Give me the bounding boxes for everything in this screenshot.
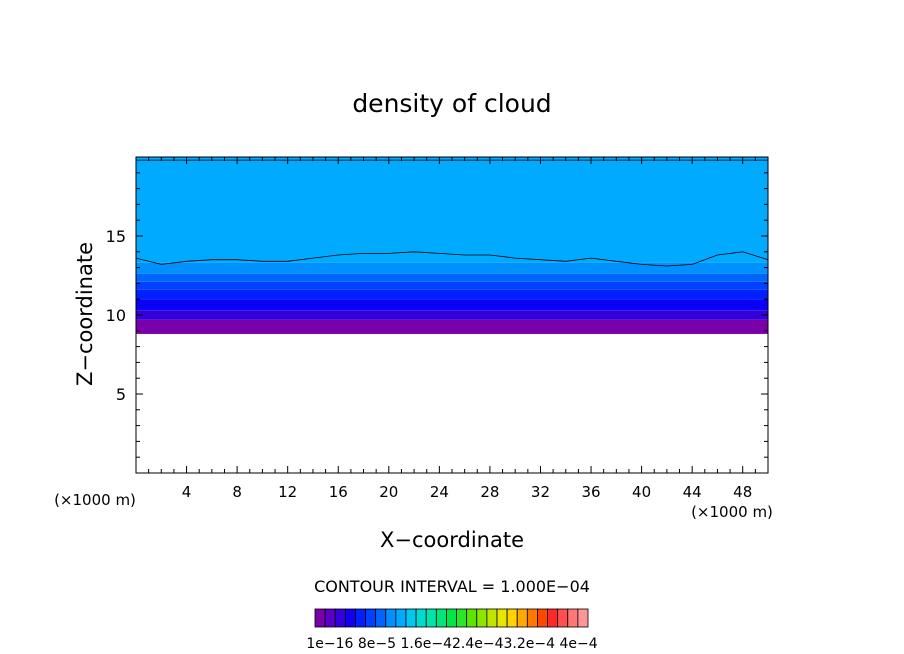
x-tick-label: 4 — [182, 483, 192, 501]
colorbar-swatch — [557, 608, 569, 628]
colorbar-swatch — [314, 608, 326, 628]
colorbar-labels: 1e−16 8e−5 1.6e−42.4e−43.2e−4 4e−4 — [306, 636, 597, 652]
chart-title: density of cloud — [352, 89, 551, 118]
y-axis-label: Z−coordinate — [73, 242, 97, 386]
colorbar-swatch — [537, 608, 548, 628]
colorbar-swatch — [476, 608, 488, 628]
x-tick-label: 8 — [232, 483, 242, 501]
colorbar-swatch — [486, 608, 498, 628]
contour-line — [135, 251, 769, 267]
colorbar-swatch — [577, 608, 589, 628]
colorbar-swatch — [334, 608, 346, 628]
field-band-0 — [136, 319, 768, 334]
colorbar-swatch — [375, 608, 387, 628]
colorbar-swatch — [567, 608, 579, 628]
colorbar-swatch — [516, 608, 528, 628]
colorbar-swatch — [456, 608, 468, 628]
x-tick-label: 12 — [278, 483, 297, 501]
field-band-5 — [136, 273, 768, 282]
plot-area — [135, 156, 769, 474]
colorbar-swatch — [355, 608, 366, 628]
colorbar-swatch — [435, 608, 447, 628]
colorbar-swatch — [496, 608, 508, 628]
field-band-7 — [136, 157, 768, 263]
x-tick-label: 36 — [581, 483, 600, 501]
field-band-1 — [136, 310, 768, 320]
field-band-6 — [136, 262, 768, 274]
x-tick-label: 24 — [430, 483, 449, 501]
contour-interval-text: CONTOUR INTERVAL = 1.000E−04 — [314, 577, 590, 596]
colorbar-swatch — [385, 608, 397, 628]
colorbar — [314, 608, 589, 628]
x-unit-left: (×1000 m) — [54, 491, 136, 509]
y-tick-label: 5 — [116, 385, 126, 404]
x-axis-label: X−coordinate — [380, 528, 524, 552]
x-tick-label: 32 — [531, 483, 550, 501]
field-band-3 — [136, 289, 768, 300]
colorbar-swatch — [365, 608, 377, 628]
colorbar-swatch — [526, 608, 538, 628]
colorbar-swatch — [425, 608, 437, 628]
colorbar-swatch — [547, 608, 559, 628]
colorbar-swatch — [446, 608, 457, 628]
colorbar-swatch — [466, 608, 478, 628]
colorbar-swatch — [405, 608, 417, 628]
colorbar-swatch — [344, 608, 356, 628]
x-tick-labels: 4 8 12 16 20 24 28 32 36 40 44 48 — [182, 483, 752, 501]
x-tick-label: 16 — [329, 483, 348, 501]
x-tick-label: 44 — [683, 483, 702, 501]
x-tick-label: 48 — [733, 483, 752, 501]
field-band-2 — [136, 299, 768, 311]
y-tick-label: 15 — [106, 227, 126, 246]
colorbar-swatch — [395, 608, 407, 628]
y-tick-label: 10 — [106, 306, 126, 325]
colorbar-swatch — [415, 608, 427, 628]
field-band-4 — [136, 281, 768, 290]
x-tick-label: 20 — [379, 483, 398, 501]
colorbar-swatch — [324, 608, 336, 628]
x-tick-label: 40 — [632, 483, 651, 501]
x-tick-label: 28 — [480, 483, 499, 501]
y-tick-labels: 5 10 15 — [106, 227, 126, 404]
colorbar-swatch — [506, 608, 518, 628]
x-unit-right: (×1000 m) — [691, 503, 773, 521]
